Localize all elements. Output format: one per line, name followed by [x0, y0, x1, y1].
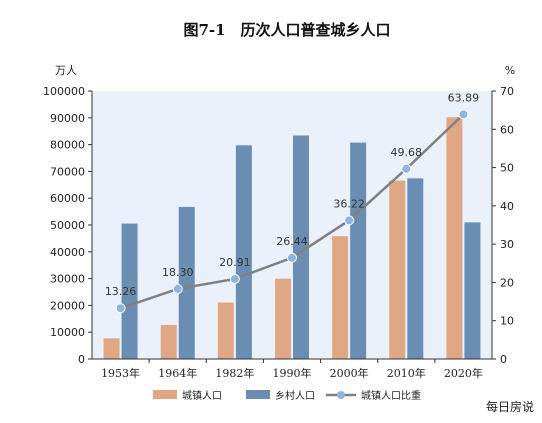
x-tick-label: 2000年 — [330, 366, 369, 380]
bar-urban — [275, 278, 291, 359]
left-tick-label: 10000 — [50, 326, 85, 339]
left-tick-label: 100000 — [43, 85, 85, 98]
ratio-data-label: 36.22 — [333, 197, 365, 210]
plot-area — [92, 91, 492, 359]
left-tick-label: 60000 — [50, 192, 85, 205]
chart-title: 图7-1 历次人口普查城乡人口 — [183, 21, 390, 39]
right-tick-label: 50 — [500, 162, 514, 175]
left-tick-label: 70000 — [50, 165, 85, 178]
right-tick-label: 70 — [500, 85, 514, 98]
bar-rural — [350, 142, 367, 359]
x-tick-label: 1982年 — [215, 366, 254, 380]
left-tick-label: 80000 — [50, 139, 85, 152]
right-axis-unit: % — [505, 64, 515, 77]
legend-label-rural: 乡村人口 — [275, 389, 315, 402]
legend-label-urban: 城镇人口 — [182, 389, 222, 402]
right-tick-label: 10 — [500, 315, 514, 328]
ratio-data-label: 26.44 — [276, 235, 308, 248]
ratio-data-label: 13.26 — [105, 285, 137, 298]
bar-rural — [178, 206, 195, 359]
bar-urban — [446, 117, 463, 359]
ratio-data-label: 49.68 — [391, 146, 423, 159]
right-tick-label: 40 — [500, 200, 514, 213]
x-tick-label: 1964年 — [158, 366, 197, 380]
bar-rural — [293, 135, 309, 359]
x-tick-label: 1990年 — [273, 366, 312, 380]
ratio-data-label: 18.30 — [162, 266, 194, 279]
left-tick-label: 20000 — [50, 299, 85, 312]
bar-urban — [389, 180, 406, 359]
right-tick-label: 60 — [500, 123, 514, 136]
right-tick-label: 0 — [500, 353, 507, 366]
bar-urban — [332, 236, 349, 359]
ratio-data-label: 63.89 — [448, 91, 480, 104]
ratio-point — [172, 283, 183, 294]
ratio-point — [229, 273, 240, 284]
bar-rural — [121, 223, 138, 359]
bar-urban — [103, 338, 120, 359]
x-tick-label: 2010年 — [387, 366, 426, 380]
ratio-data-label: 20.91 — [219, 256, 251, 269]
bar-rural — [235, 145, 252, 359]
legend-label-ratio: 城镇人口比重 — [361, 389, 421, 402]
ratio-point — [344, 215, 355, 226]
bar-rural — [407, 178, 424, 359]
left-axis-unit: 万人 — [55, 64, 77, 77]
x-tick-label: 2020年 — [444, 366, 483, 380]
ratio-point — [115, 303, 126, 314]
bar-urban — [217, 302, 234, 359]
left-tick-label: 90000 — [50, 112, 85, 125]
bar-rural — [464, 222, 481, 359]
left-tick-label: 30000 — [50, 273, 85, 286]
ratio-point — [287, 252, 297, 263]
right-tick-label: 20 — [500, 276, 514, 289]
ratio-point — [401, 163, 412, 174]
legend-swatch-rural — [246, 390, 270, 399]
left-tick-label: 0 — [78, 353, 85, 366]
bar-urban — [160, 324, 177, 359]
watermark: 每日房说 — [485, 400, 534, 414]
ratio-point — [458, 109, 469, 120]
legend-marker-ratio — [337, 391, 345, 399]
legend-swatch-urban — [153, 390, 177, 399]
left-tick-label: 50000 — [50, 219, 85, 232]
left-tick-label: 40000 — [50, 246, 85, 259]
right-tick-label: 30 — [500, 238, 514, 251]
x-tick-label: 1953年 — [101, 366, 140, 380]
